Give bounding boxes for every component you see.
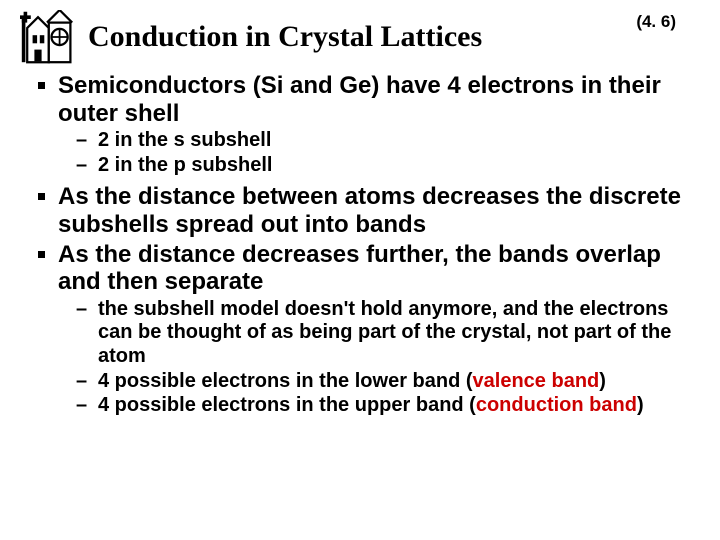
bullet-text: Semiconductors (Si and Ge) have 4 electr… [58, 72, 661, 127]
sub-bullet-item: 4 possible electrons in the lower band (… [58, 370, 686, 394]
bullet-item: Semiconductors (Si and Ge) have 4 electr… [34, 72, 686, 177]
sub-bullet-item: 4 possible electrons in the upper band (… [58, 394, 686, 418]
bullet-item: As the distance between atoms decreases … [34, 183, 686, 238]
sub-bullet-text-a: 4 possible electrons in the lower band ( [98, 370, 473, 392]
sub-bullet-text-a: 4 possible electrons in the upper band ( [98, 394, 476, 416]
bullet-list: Semiconductors (Si and Ge) have 4 electr… [34, 72, 686, 418]
slide-title: Conduction in Crystal Lattices [88, 20, 700, 54]
building-logo-icon [20, 10, 74, 64]
bullet-text: As the distance decreases further, the b… [58, 241, 661, 296]
sub-bullet-list: 2 in the s subshell 2 in the p subshell [58, 129, 686, 177]
conduction-band-term: conduction band [476, 394, 637, 416]
sub-bullet-item: the subshell model doesn't hold anymore,… [58, 298, 686, 369]
sub-bullet-item: 2 in the s subshell [58, 129, 686, 153]
sub-bullet-list: the subshell model doesn't hold anymore,… [58, 298, 686, 418]
sub-bullet-item: 2 in the p subshell [58, 154, 686, 178]
valence-band-term: valence band [473, 370, 600, 392]
bullet-item: As the distance decreases further, the b… [34, 241, 686, 418]
slide-body: Semiconductors (Si and Ge) have 4 electr… [0, 70, 720, 418]
slide-header: Conduction in Crystal Lattices (4. 6) [0, 0, 720, 70]
sub-bullet-text-b: ) [637, 394, 644, 416]
sub-bullet-text-b: ) [599, 370, 606, 392]
slide-number: (4. 6) [636, 12, 676, 32]
